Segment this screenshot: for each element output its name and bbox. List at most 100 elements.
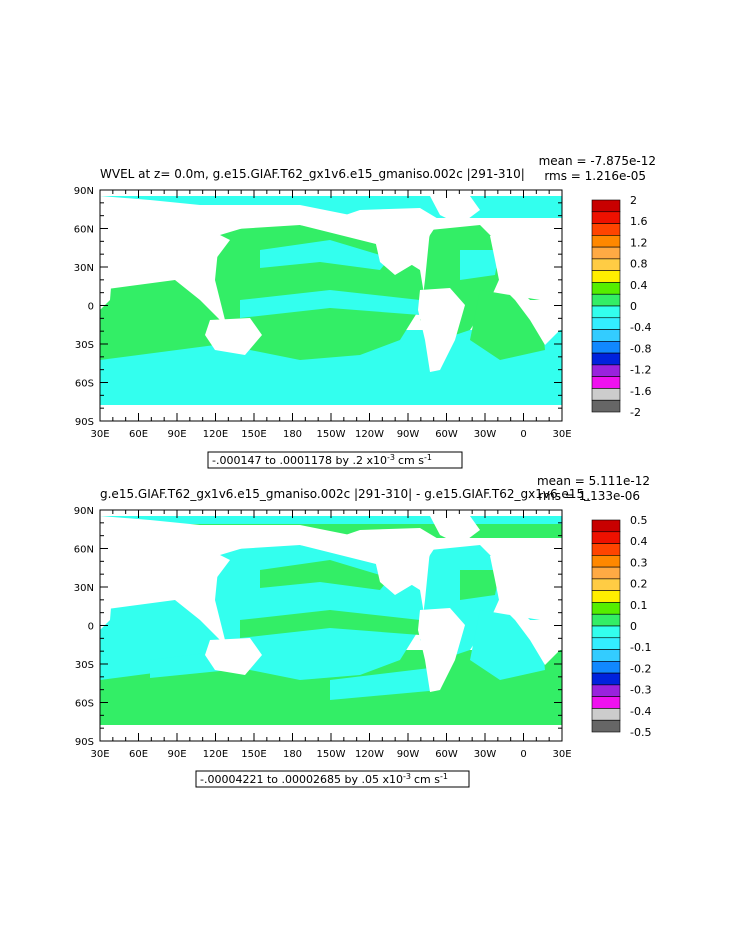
lat-label: 30S: [75, 340, 94, 351]
colorbar-swatch: [591, 293, 621, 307]
colorbar-swatch: [591, 388, 621, 401]
lon-label: 30W: [474, 429, 497, 440]
lon-label: 60E: [129, 429, 148, 440]
colorbar-swatch: [591, 282, 621, 295]
europe-africa-land: [490, 228, 560, 345]
colorbar-swatch: [591, 543, 621, 556]
colorbar-swatch: [591, 223, 621, 236]
colorbar-label: -0.4: [630, 321, 651, 334]
panel-1-mean: mean = -7.875e-12: [539, 154, 656, 168]
colorbar-swatch: [591, 211, 621, 224]
lon-label: 90E: [167, 749, 186, 760]
colorbar-swatch: [591, 661, 621, 674]
colorbar-swatch: [591, 672, 621, 686]
south-america-land: [418, 608, 465, 692]
panel-2-range-box: -.00004221 to .00002685 by .05 x10-3 cm s…: [195, 770, 470, 788]
pacific-green-band-2: [260, 560, 390, 590]
lon-label: 30E: [552, 429, 571, 440]
colorbar-swatch: [591, 684, 621, 697]
panel-2-mean: mean = 5.111e-12: [537, 474, 650, 488]
panel-2-map: [100, 510, 562, 741]
lon-label: 60E: [129, 749, 148, 760]
lon-label: 120E: [203, 749, 228, 760]
lon-label: 150W: [317, 749, 346, 760]
panel-1-range-text: -.000147 to .0001178 by .2 x10: [212, 454, 387, 467]
colorbar-swatch: [591, 317, 621, 330]
colorbar-swatch: [591, 519, 621, 533]
lon-label: 90W: [397, 429, 420, 440]
north-america-land: [325, 208, 440, 275]
colorbar-label: 0.4: [630, 535, 648, 548]
lat-label: 30N: [74, 583, 94, 594]
colorbar-swatch: [591, 399, 621, 413]
lon-label: 0: [520, 429, 526, 440]
colorbar-label: -1.6: [630, 385, 651, 398]
panel-2: g.e15.GIAF.T62_gx1v6.e15_gmaniso.002c |2…: [74, 474, 651, 788]
lat-label: 90S: [75, 417, 94, 428]
colorbar-swatch: [591, 602, 621, 615]
colorbar-swatch: [591, 364, 621, 377]
australia-land: [205, 318, 262, 355]
colorbar-label: -0.8: [630, 342, 651, 355]
colorbar-label: 0.4: [630, 279, 648, 292]
colorbar-swatch: [591, 566, 621, 580]
lat-label: 0: [88, 302, 94, 313]
greenland-land: [430, 196, 480, 225]
colorbar-label: 0: [630, 300, 637, 313]
colorbar-swatch: [591, 270, 621, 283]
colorbar-swatch: [591, 613, 621, 627]
colorbar-label: 0.3: [630, 556, 648, 569]
colorbar-swatch: [591, 590, 621, 603]
indian-ocean-field: [100, 280, 220, 360]
colorbar-swatch: [591, 531, 621, 544]
arctic-cyan-strip: [100, 516, 562, 524]
atlantic-cyan-band: [460, 250, 500, 280]
greenland-land: [430, 516, 480, 545]
lon-label: 30E: [90, 749, 109, 760]
colorbar-swatch: [591, 246, 621, 260]
lon-label: 120E: [203, 429, 228, 440]
colorbar-swatch: [591, 719, 621, 733]
pacific-cyan-band: [240, 290, 420, 318]
panel-1-map: [100, 190, 562, 421]
europe-africa-land: [490, 548, 560, 665]
south-asia-land: [160, 235, 230, 275]
lon-label: 30E: [90, 429, 109, 440]
panel-1-colorbar: 2 1.6 1.2 0.8 0.4 0 -0.4 -0.8 -1.2 -1.6 -2: [591, 194, 651, 419]
colorbar-label: -0.1: [630, 641, 651, 654]
panel-1-title: WVEL at z= 0.0m, g.e15.GIAF.T62_gx1v6.e1…: [100, 167, 525, 181]
eurasia-land: [100, 516, 350, 575]
colorbar-swatch: [591, 329, 621, 342]
panel-2-title: g.e15.GIAF.T62_gx1v6.e15_gmaniso.002c |2…: [100, 487, 591, 501]
colorbar-label: -2: [630, 406, 641, 419]
lon-label: 30E: [552, 749, 571, 760]
lon-label: 150E: [241, 429, 266, 440]
colorbar-label: 0.8: [630, 258, 648, 271]
lat-label: 0: [88, 622, 94, 633]
colorbar-swatch: [591, 649, 621, 662]
lon-label: 30W: [474, 749, 497, 760]
southern-cyan-band-2: [330, 668, 440, 700]
lon-label: 180: [283, 429, 302, 440]
colorbar-swatch: [591, 352, 621, 366]
eurasia-land: [100, 196, 350, 255]
lat-label: 60S: [75, 379, 94, 390]
lat-label: 30S: [75, 660, 94, 671]
colorbar-label: -0.3: [630, 684, 651, 697]
lat-label: 60S: [75, 699, 94, 710]
north-america-land: [325, 528, 440, 595]
colorbar-swatch: [591, 555, 621, 568]
colorbar-swatch: [591, 708, 621, 721]
lat-label: 60N: [74, 225, 94, 236]
svg-text:-.00004221 to .00002685 by .05: -.00004221 to .00002685 by .05 x10-3 cm s…: [200, 772, 448, 786]
colorbar-swatch: [591, 341, 621, 354]
colorbar-swatch: [591, 235, 621, 248]
lon-label: 150E: [241, 749, 266, 760]
lon-label: 90E: [167, 429, 186, 440]
colorbar-label: -1.2: [630, 364, 651, 377]
lat-label: 30N: [74, 263, 94, 274]
colorbar-swatch: [591, 625, 621, 639]
pacific-green-band: [240, 610, 420, 638]
